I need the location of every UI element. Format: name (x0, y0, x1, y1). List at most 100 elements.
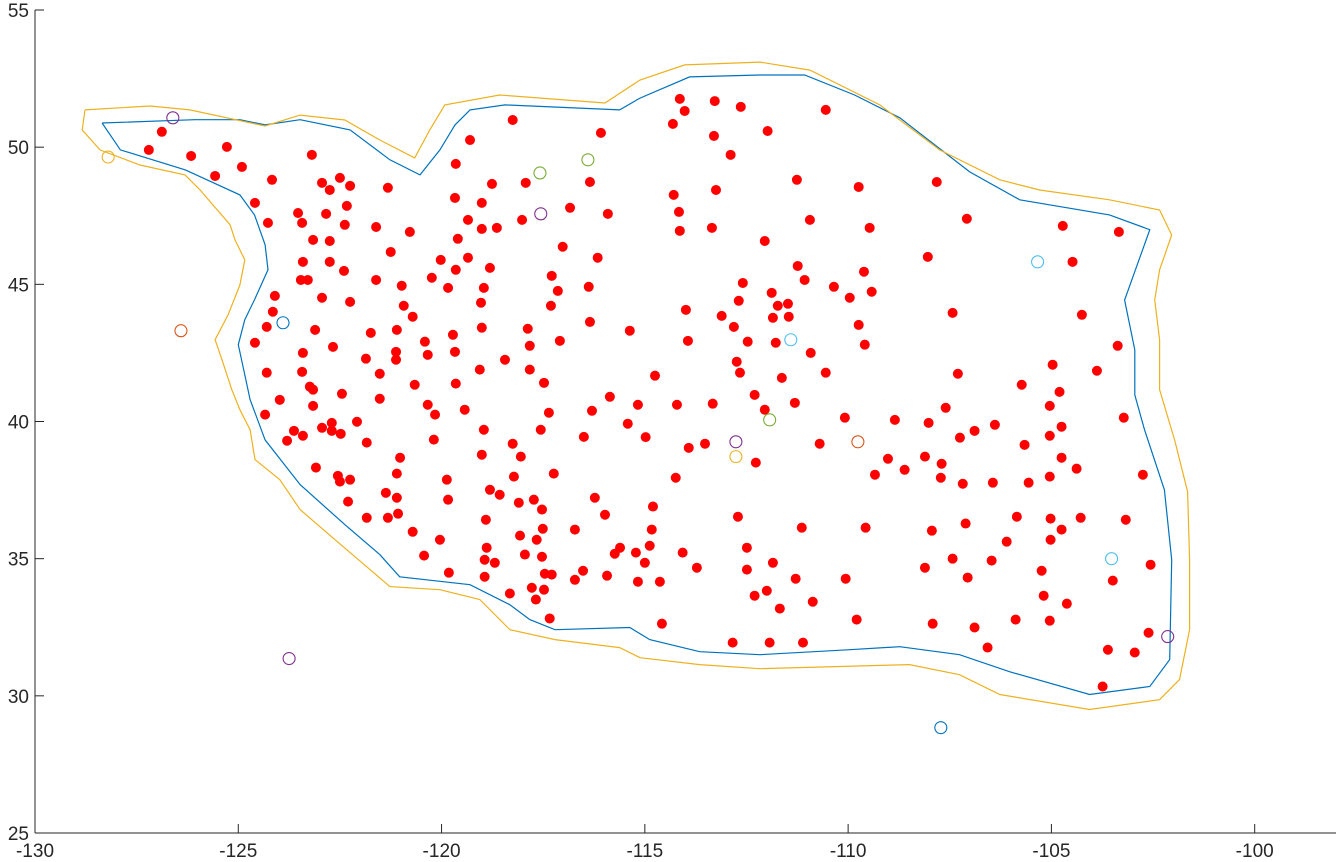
point (766, 287, 777, 298)
point (727, 637, 738, 648)
point (882, 453, 893, 464)
point (954, 432, 965, 443)
point (772, 300, 783, 311)
point (767, 312, 778, 323)
point (1047, 359, 1058, 370)
point (931, 177, 942, 188)
point (774, 603, 785, 614)
marker (1031, 255, 1045, 269)
point (630, 547, 641, 558)
point (644, 540, 655, 551)
point (530, 594, 541, 605)
point (1097, 681, 1108, 692)
point (860, 522, 871, 533)
point (733, 295, 744, 306)
point (805, 347, 816, 358)
point (430, 409, 441, 420)
point (759, 404, 770, 415)
point (382, 512, 393, 523)
y-tick-label: 50 (8, 138, 29, 159)
point (186, 150, 197, 161)
point (297, 366, 308, 377)
point (426, 272, 437, 283)
point (324, 256, 335, 267)
point (866, 286, 877, 297)
point (443, 494, 454, 505)
point (683, 442, 694, 453)
point (345, 474, 356, 485)
y-tick-label: 35 (8, 550, 29, 571)
point (749, 590, 760, 601)
point (361, 437, 372, 448)
point (494, 489, 505, 500)
marker (1105, 552, 1119, 566)
point (385, 246, 396, 257)
point (969, 425, 980, 436)
point (524, 364, 535, 375)
marker (282, 651, 296, 666)
point (481, 542, 492, 553)
point (236, 161, 247, 172)
point (759, 235, 770, 246)
point (677, 547, 688, 558)
point (435, 254, 446, 265)
point (668, 189, 679, 200)
point (476, 197, 487, 208)
point (395, 452, 406, 463)
point (297, 347, 308, 358)
point (422, 399, 433, 410)
point (853, 181, 864, 192)
point (791, 174, 802, 185)
point (360, 353, 371, 364)
point (282, 435, 293, 446)
point (1044, 430, 1055, 441)
point (308, 400, 319, 411)
point (548, 468, 559, 479)
y-tick-label: 45 (8, 275, 29, 296)
point (947, 307, 958, 318)
point (374, 368, 385, 379)
point (595, 127, 606, 138)
point (443, 282, 454, 293)
point (770, 337, 781, 348)
point (799, 274, 810, 285)
point (578, 565, 589, 576)
point (632, 399, 643, 410)
point (317, 292, 328, 303)
point (584, 316, 595, 327)
point (546, 270, 557, 281)
point (288, 425, 299, 436)
point (646, 524, 657, 535)
point (450, 378, 461, 389)
point (742, 336, 753, 347)
x-tick-label: -130 (16, 841, 54, 862)
point (522, 323, 533, 334)
marker (934, 721, 948, 735)
point (336, 388, 347, 399)
point (839, 412, 850, 423)
point (343, 496, 354, 507)
point (515, 530, 526, 541)
point (1102, 644, 1113, 655)
point (476, 223, 487, 234)
point (569, 524, 580, 535)
point (708, 130, 719, 141)
point (317, 422, 328, 433)
point (519, 549, 530, 560)
point (700, 438, 711, 449)
point (449, 192, 460, 203)
point (935, 472, 946, 483)
point (474, 364, 485, 375)
point (261, 321, 272, 332)
point (452, 233, 463, 244)
point (419, 550, 430, 561)
point (962, 572, 973, 583)
point (673, 206, 684, 217)
point (792, 260, 803, 271)
point (409, 379, 420, 390)
point (807, 596, 818, 607)
point (484, 262, 495, 273)
point (407, 311, 418, 322)
point (535, 424, 546, 435)
x-tick-label: -105 (1032, 841, 1070, 862)
